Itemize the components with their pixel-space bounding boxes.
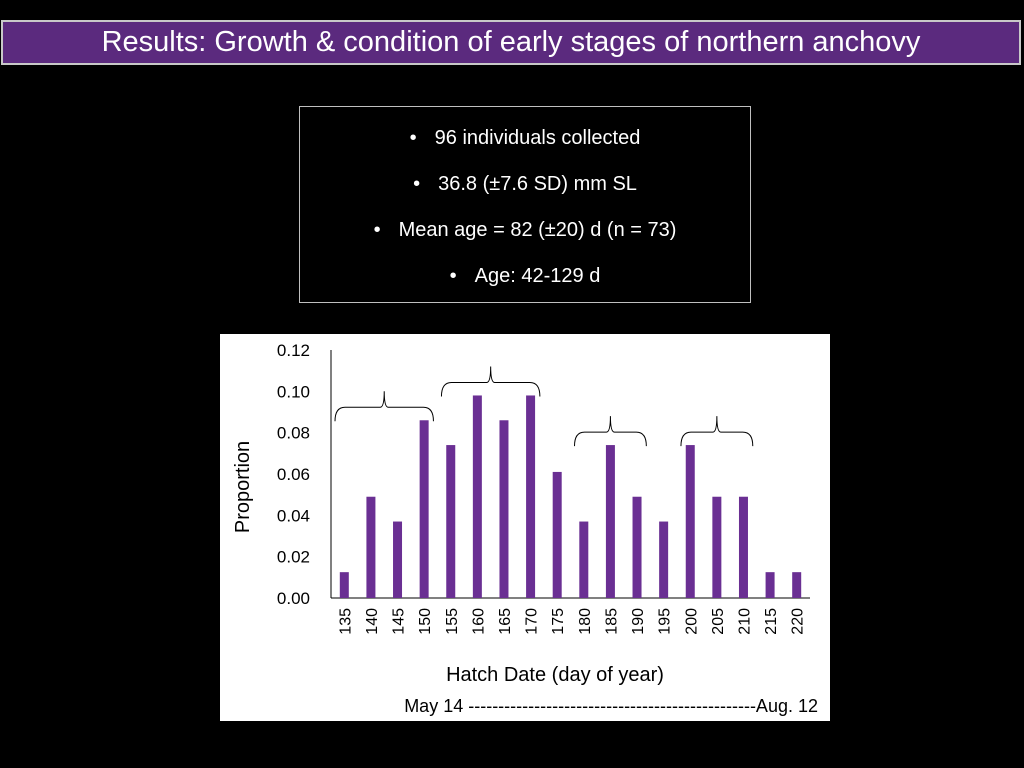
y-tick-label: 0.00 <box>277 589 310 608</box>
x-tick-label: 190 <box>630 608 647 635</box>
x-tick-label: 145 <box>391 608 408 635</box>
summary-item: • 36.8 (±7.6 SD) mm SL <box>300 173 750 196</box>
y-tick-label: 0.02 <box>277 548 310 567</box>
x-tick-label: 165 <box>497 608 514 635</box>
date-range-note: May 14 ---------------------------------… <box>404 695 818 716</box>
summary-item-text: 96 individuals collected <box>434 127 641 149</box>
x-tick-label: 140 <box>364 608 381 635</box>
x-tick-label: 205 <box>710 608 727 635</box>
x-tick-label: 195 <box>657 608 674 635</box>
summary-box: • 96 individuals collected • 36.8 (±7.6 SD… <box>299 106 751 303</box>
summary-item-text: 36.8 (±7.6 SD) mm SL <box>438 173 637 195</box>
bar <box>579 521 589 598</box>
bullet-icon: • <box>449 265 457 287</box>
hatch-date-chart: Proportion Hatch Date (day of year) 0.00… <box>232 341 810 686</box>
bullet-icon: • <box>413 173 421 195</box>
chart-panel: Proportion Hatch Date (day of year) 0.00… <box>220 334 830 721</box>
y-tick-label: 0.10 <box>277 382 310 401</box>
bullet-icon: • <box>373 219 381 241</box>
summary-item: • 96 individuals collected <box>300 127 750 150</box>
summary-item-text: Mean age = 82 (±20) d (n = 73) <box>398 219 677 241</box>
x-tick-label: 180 <box>577 608 594 635</box>
bullet-icon: • <box>409 127 417 149</box>
x-tick-label: 210 <box>736 608 753 635</box>
bar <box>552 471 562 598</box>
x-tick-label: 160 <box>470 608 487 635</box>
x-tick-label: 220 <box>790 608 807 635</box>
x-tick-label: 135 <box>337 608 354 635</box>
x-tick-label: 150 <box>417 608 434 635</box>
bar <box>472 395 482 598</box>
x-tick-label: 185 <box>603 608 620 635</box>
summary-item: • Age: 42-129 d <box>300 265 750 288</box>
bar <box>526 395 536 598</box>
summary-item-text: Age: 42-129 d <box>474 265 601 287</box>
bar <box>685 445 695 598</box>
cohort-bracket <box>574 416 647 447</box>
bar <box>339 572 349 598</box>
cohort-bracket <box>680 416 754 447</box>
bar <box>792 572 802 598</box>
x-tick-label: 200 <box>683 608 700 635</box>
bar <box>499 420 509 598</box>
bar <box>366 496 376 598</box>
bar <box>712 496 722 598</box>
x-axis-title: Hatch Date (day of year) <box>446 664 664 686</box>
cohort-bracket <box>334 391 434 422</box>
slide-title-text: Results: Growth & condition of early sta… <box>101 26 921 58</box>
bar <box>632 496 642 598</box>
y-tick-label: 0.06 <box>277 465 310 484</box>
x-tick-label: 155 <box>444 608 461 635</box>
x-tick-label: 170 <box>524 608 541 635</box>
cohort-bracket <box>440 366 541 397</box>
y-axis-title: Proportion <box>232 441 254 533</box>
bar <box>659 521 669 598</box>
bar <box>446 445 456 598</box>
x-tick-label: 215 <box>763 608 780 635</box>
x-tick-label: 175 <box>550 608 567 635</box>
bar <box>393 521 403 598</box>
summary-item: • Mean age = 82 (±20) d (n = 73) <box>300 219 750 242</box>
bar <box>738 496 748 598</box>
y-tick-label: 0.04 <box>277 506 310 525</box>
bar <box>419 420 429 598</box>
y-tick-label: 0.08 <box>277 424 310 443</box>
slide-title: Results: Growth & condition of early sta… <box>1 20 1021 65</box>
bar <box>605 445 615 598</box>
bar <box>765 572 775 598</box>
y-tick-label: 0.12 <box>277 341 310 360</box>
